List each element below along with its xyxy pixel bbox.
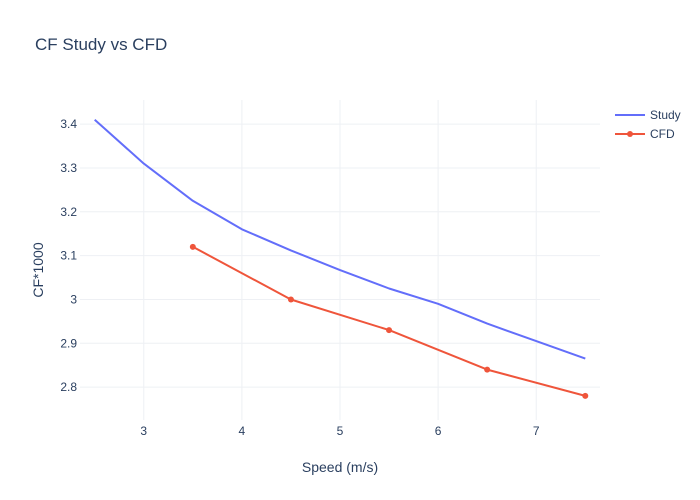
data-point-cfd — [189, 243, 196, 250]
series-layer — [94, 118, 589, 399]
y-tick-label: 2.8 — [60, 380, 77, 394]
plot-area — [80, 100, 600, 420]
series-line-study — [94, 118, 586, 360]
y-axis-ticks: 2.8 2.9 3 3.1 3.2 3.3 3.4 — [60, 117, 77, 394]
x-axis-label: Speed (m/s) — [302, 459, 378, 475]
y-tick-label: 3.2 — [60, 205, 77, 219]
y-axis-label: CF*1000 — [30, 242, 46, 297]
x-tick-label: 6 — [435, 424, 442, 438]
legend-label-cfd: CFD — [650, 127, 675, 141]
x-tick-label: 4 — [239, 424, 246, 438]
x-axis-ticks: 3 4 5 6 7 — [140, 424, 539, 438]
y-tick-label: 3.1 — [60, 249, 77, 263]
x-gridlines — [143, 100, 537, 420]
legend: Study CFD — [615, 108, 681, 141]
y-gridlines — [80, 123, 600, 388]
x-tick-label: 7 — [533, 424, 540, 438]
data-point-cfd — [582, 392, 589, 399]
y-tick-label: 3.3 — [60, 161, 77, 175]
x-tick-label: 5 — [337, 424, 344, 438]
legend-label-study: Study — [650, 108, 681, 122]
chart-title: CF Study vs CFD — [35, 35, 167, 54]
data-point-cfd — [287, 296, 294, 303]
x-tick-label: 3 — [140, 424, 147, 438]
data-point-cfd — [386, 327, 393, 334]
y-tick-label: 2.9 — [60, 336, 77, 350]
data-point-cfd — [484, 366, 491, 373]
y-tick-label: 3 — [70, 292, 77, 306]
y-tick-label: 3.4 — [60, 117, 77, 131]
legend-marker-cfd — [627, 131, 633, 137]
